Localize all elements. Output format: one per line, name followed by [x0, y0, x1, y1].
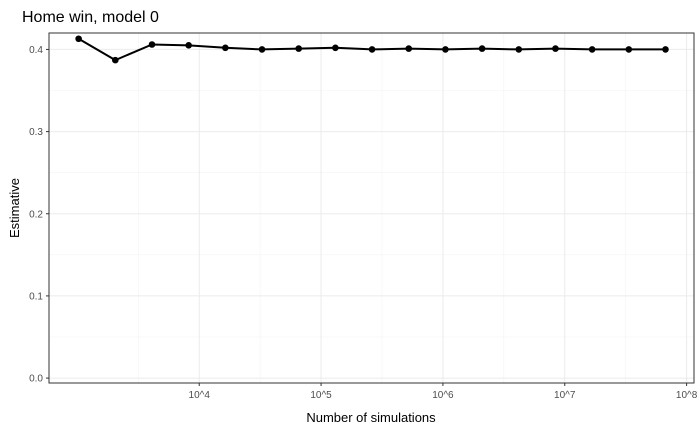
data-point: [405, 45, 413, 52]
y-axis-label: Estimative: [7, 178, 22, 238]
data-point: [258, 46, 266, 53]
data-point: [442, 46, 449, 53]
data-point: [552, 45, 559, 52]
data-point: [185, 42, 192, 49]
y-tick-label: 0.1: [29, 291, 43, 302]
x-axis: 10^4 10^5 10^6 10^7 10^8: [189, 383, 698, 401]
plot-panel: [48, 32, 695, 384]
data-point: [75, 35, 82, 43]
data-point: [588, 46, 596, 53]
series: [75, 35, 669, 64]
data-point: [478, 45, 486, 52]
data-point: [368, 46, 376, 53]
x-tick-label: 10^7: [554, 390, 576, 401]
x-tick-label: 10^5: [310, 390, 332, 401]
x-tick-label: 10^6: [432, 390, 454, 401]
x-tick-label: 10^8: [676, 390, 698, 401]
data-point: [222, 44, 229, 52]
y-tick-label: 0.4: [29, 45, 43, 56]
data-point: [662, 46, 669, 53]
data-point: [625, 46, 633, 53]
chart-title: Home win, model 0: [22, 9, 159, 26]
y-tick-label: 0.0: [29, 374, 43, 385]
data-point: [295, 45, 303, 52]
data-point: [112, 56, 119, 64]
y-tick-label: 0.2: [29, 209, 43, 220]
data-point: [515, 46, 523, 53]
y-axis: 0.0 0.1 0.2 0.3 0.4: [29, 45, 49, 385]
data-point: [148, 41, 156, 48]
y-tick-label: 0.3: [29, 127, 43, 138]
grid: [49, 33, 694, 383]
x-tick-label: 10^4: [189, 390, 211, 401]
x-axis-label: Number of simulations: [306, 410, 436, 425]
data-point: [332, 44, 339, 52]
